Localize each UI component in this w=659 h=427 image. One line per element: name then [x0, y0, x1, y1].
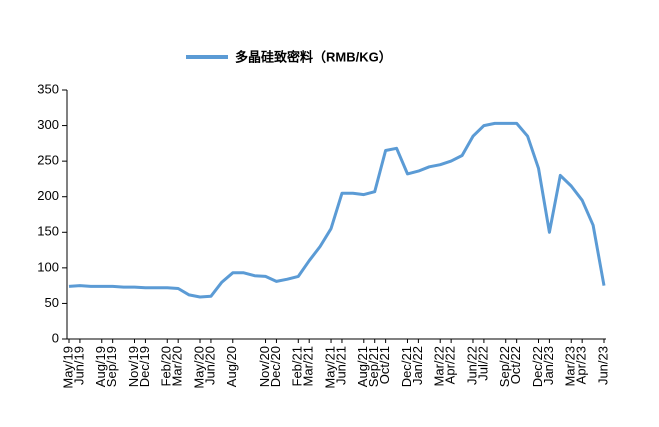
x-tick-label: Aug/21 — [355, 346, 370, 387]
x-tick-label: Jan/22 — [410, 346, 425, 385]
x-tick-label: May/21 — [322, 346, 337, 389]
x-tick-label: Jul/22 — [475, 346, 490, 381]
x-tick-label: Jun/22 — [464, 346, 479, 385]
y-tick-label: 350 — [37, 81, 59, 96]
x-tick-label: Apr/23 — [574, 346, 589, 384]
x-tick-label: Jun/20 — [202, 346, 217, 385]
y-tick-label: 100 — [37, 259, 59, 274]
x-tick-label: Oct/21 — [377, 346, 392, 384]
y-tick-label: 0 — [52, 330, 59, 345]
x-tick-label: Mar/21 — [301, 346, 316, 386]
x-tick-label: Feb/20 — [159, 346, 174, 386]
x-tick-label: Aug/19 — [93, 346, 108, 387]
x-tick-label: Nov/20 — [257, 346, 272, 387]
x-tick-label: Oct/22 — [508, 346, 523, 384]
x-tick-label: Feb/21 — [290, 346, 305, 386]
x-tick-label: May/19 — [60, 346, 75, 389]
x-tick-label: Jun/21 — [333, 346, 348, 385]
x-tick-label: Jan/23 — [541, 346, 556, 385]
x-tick-label: Jun/19 — [71, 346, 86, 385]
x-tick-label: Dec/20 — [268, 346, 283, 387]
x-tick-label: Mar/20 — [170, 346, 185, 386]
legend-label: 多晶硅致密料（RMB/KG） — [235, 49, 392, 64]
y-tick-label: 150 — [37, 224, 59, 239]
x-tick-label: Dec/21 — [399, 346, 414, 387]
y-tick-label: 300 — [37, 117, 59, 132]
y-tick-label: 250 — [37, 153, 59, 168]
y-tick-label: 50 — [45, 295, 59, 310]
x-tick-label: Jun/23 — [595, 346, 610, 385]
x-tick-label: Sep/22 — [497, 346, 512, 387]
y-tick-label: 200 — [37, 188, 59, 203]
x-tick-label: Mar/23 — [563, 346, 578, 386]
x-tick-label: Dec/19 — [137, 346, 152, 387]
x-tick-label: Nov/19 — [126, 346, 141, 387]
x-tick-label: Apr/22 — [443, 346, 458, 384]
x-tick-label: Dec/22 — [530, 346, 545, 387]
x-tick-label: May/20 — [191, 346, 206, 389]
x-tick-label: Aug/20 — [224, 346, 239, 387]
x-tick-label: Sep/19 — [104, 346, 119, 387]
line — [68, 121, 606, 299]
x-tick-label: Sep/21 — [366, 346, 381, 387]
x-tick-label: Mar/22 — [432, 346, 447, 386]
